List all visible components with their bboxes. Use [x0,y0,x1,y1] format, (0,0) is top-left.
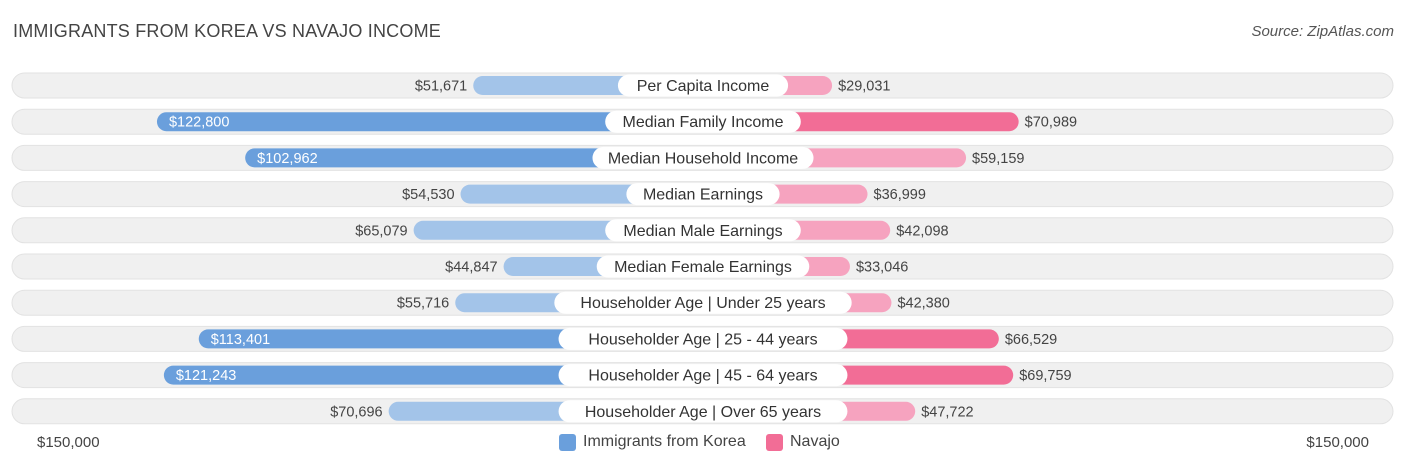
chart-title: IMMIGRANTS FROM KOREA VS NAVAJO INCOME [13,21,441,41]
value-label-navajo: $42,380 [897,296,949,312]
value-label-korea: $102,962 [257,151,317,167]
value-label-korea: $113,401 [211,332,270,348]
value-label-korea: $121,243 [176,368,236,384]
legend-label-navajo: Navajo [790,433,840,450]
chart-row: $55,716 $42,380 Householder Age | Under 25… [11,289,1394,316]
legend-swatch-korea [559,433,576,451]
category-label: Median Earnings [643,187,763,204]
value-label-korea: $55,716 [397,296,449,312]
value-label-navajo: $33,046 [856,260,908,276]
value-label-navajo: $36,999 [874,187,926,203]
bar-korea [245,148,704,168]
value-label-korea: $122,800 [169,115,229,131]
legend-label-korea: Immigrants from Korea [583,433,746,450]
category-pill [617,74,789,97]
chart-row: $54,530 $36,999 Median Earnings [11,181,1394,208]
bar-korea [156,112,703,132]
category-label: Median Family Income [623,114,784,131]
category-label: Median Female Earnings [614,259,792,276]
value-label-korea: $65,079 [355,223,407,239]
category-pill [605,110,801,133]
category-pill [592,146,814,169]
axis-right-max-label: $150,000 [1306,434,1369,451]
chart-row: $44,847 $33,046 Median Female Earnings [11,253,1394,280]
chart-row: $121,243 $69,759 Householder Age | 45 - 64… [11,362,1394,389]
legend: Immigrants from Korea Navajo [0,433,1406,453]
value-label-navajo: $66,529 [1005,332,1057,348]
value-label-korea: $70,696 [330,404,382,420]
legend-swatch-navajo [766,433,783,451]
category-label: Householder Age | 45 - 64 years [588,368,817,385]
category-pill [626,183,780,206]
value-label-navajo: $70,989 [1025,115,1077,131]
category-pill [554,291,852,314]
source-credit: Source: ZipAtlas.com [1251,23,1394,40]
value-label-korea: $54,530 [402,187,454,203]
category-label: Median Household Income [608,150,798,167]
legend-item-korea: Immigrants from Korea [559,433,746,451]
category-pill [558,327,848,350]
chart-row: $122,800 $70,989 Median Family Income [11,108,1394,135]
chart-row: $65,079 $42,098 Median Male Earnings [11,217,1394,244]
value-label-navajo: $42,098 [896,223,948,239]
category-pill [558,364,848,387]
chart-row: $70,696 $47,722 Householder Age | Over 65 … [11,398,1394,425]
category-pill [558,400,848,423]
category-label: Householder Age | Under 25 years [580,295,825,312]
value-label-korea: $44,847 [445,260,497,276]
category-label: Householder Age | 25 - 44 years [588,331,817,348]
legend-item-navajo: Navajo [766,433,840,451]
axis-left-max-label: $150,000 [37,434,100,451]
category-label: Householder Age | Over 65 years [585,404,821,421]
value-label-navajo: $47,722 [921,404,973,420]
category-label: Median Male Earnings [623,223,782,240]
chart-row: $51,671 $29,031 Per Capita Income [11,72,1394,99]
value-label-navajo: $69,759 [1019,368,1071,384]
chart-row: $102,962 $59,159 Median Household Income [11,144,1394,171]
category-pill [605,219,801,242]
value-label-korea: $51,671 [415,79,467,95]
chart-row: $113,401 $66,529 Householder Age | 25 - 44… [11,325,1394,352]
value-label-navajo: $29,031 [838,79,890,95]
category-pill [596,255,810,278]
category-label: Per Capita Income [637,78,770,95]
value-label-navajo: $59,159 [972,151,1024,167]
